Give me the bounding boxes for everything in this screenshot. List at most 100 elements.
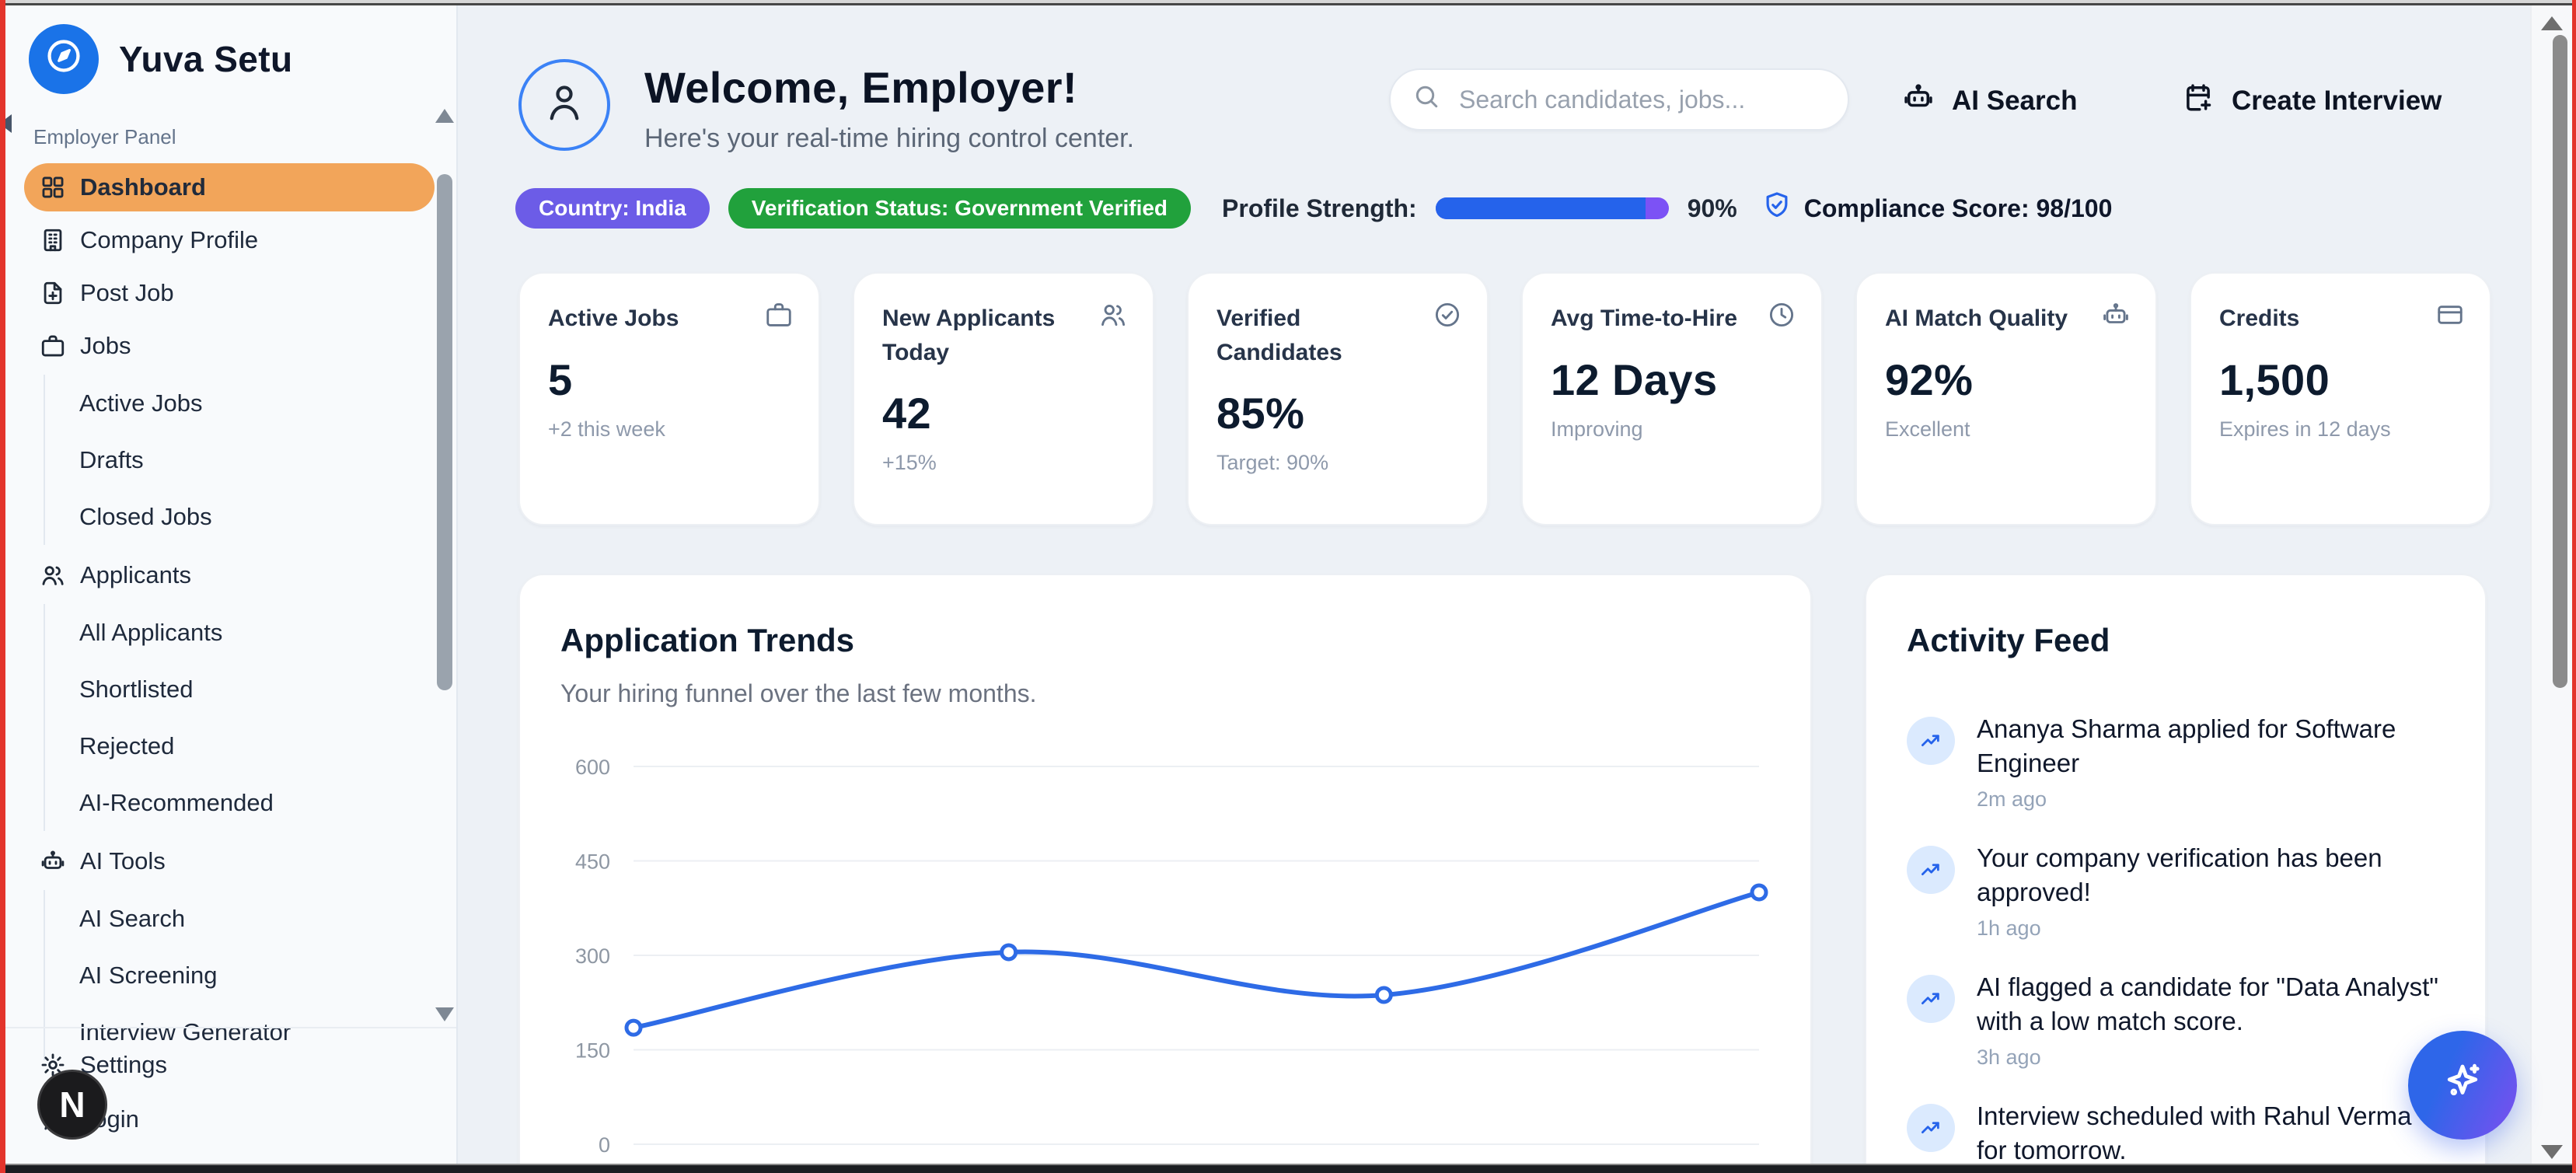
users-icon: [40, 562, 66, 588]
sidebar-item-drafts[interactable]: Drafts: [79, 445, 144, 473]
chart-ytick-label: 300: [575, 944, 610, 968]
stats-row: Active Jobs 5 +2 this week New Applicants T…: [518, 272, 2491, 525]
stat-title: Verified Candidates: [1216, 305, 1342, 365]
stat-value: 42: [882, 389, 932, 438]
stat-card-new-applicants-today: New Applicants Today 42 +15%: [853, 272, 1154, 525]
sidebar-item-shortlisted[interactable]: Shortlisted: [79, 675, 194, 703]
trends-chart-svg: 600 450 300 150 0: [575, 756, 1768, 1157]
brand: Yuva Setu: [5, 5, 456, 106]
sidebar-item-ai-screening[interactable]: AI Screening: [79, 961, 218, 989]
sidebar-item-all-applicants[interactable]: All Applicants: [79, 618, 223, 646]
page-scrollbar-down-arrow[interactable]: [2541, 1145, 2563, 1159]
sidebar-item-active-jobs[interactable]: Active Jobs: [79, 389, 203, 417]
stat-card-avg-time-to-hire: Avg Time-to-Hire 12 Days Improving: [1521, 272, 1823, 525]
stat-value: 92%: [1885, 354, 1974, 404]
chart-ytick-label: 600: [575, 756, 610, 779]
page-title: Welcome, Employer!: [644, 63, 1078, 112]
check-circle-icon: [1433, 300, 1462, 330]
sidebar-item-closed-jobs[interactable]: Closed Jobs: [79, 502, 212, 530]
sidebar-item-interview-generator[interactable]: Interview Generator: [79, 1018, 291, 1046]
sidebar-subgroup-ai-tools: AI Search AI Screening Interview Generator: [44, 890, 435, 1060]
sidebar: Yuva Setu Employer Panel Dashboard Compan…: [0, 5, 458, 1165]
stat-value: 1,500: [2219, 354, 2330, 404]
sidebar-subgroup-jobs: Active Jobs Drafts Closed Jobs: [44, 375, 435, 545]
feed-item-text: Interview scheduled with Rahul Verma for…: [1977, 1101, 2412, 1164]
sidebar-item-settings[interactable]: Settings: [24, 1041, 438, 1089]
sidebar-item-label: Settings: [80, 1051, 168, 1078]
application-trends-panel: Application Trends Your hiring funnel ov…: [518, 574, 1812, 1165]
chart-line: [631, 890, 1761, 1031]
sidebar-nav: Employer Panel Dashboard Company Profile P…: [0, 106, 456, 1060]
create-interview-button[interactable]: Create Interview: [2182, 81, 2442, 120]
sidebar-item-rejected[interactable]: Rejected: [79, 731, 175, 759]
country-badge: Country: India: [515, 188, 710, 229]
sidebar-item-label: Company Profile: [80, 226, 259, 253]
stat-card-active-jobs: Active Jobs 5 +2 this week: [518, 272, 820, 525]
page-scrollbar-up-arrow[interactable]: [2541, 16, 2563, 30]
building-icon: [40, 227, 66, 253]
layout-grid-icon: [40, 174, 66, 201]
sidebar-item-company-profile[interactable]: Company Profile: [24, 216, 435, 264]
search-input[interactable]: [1456, 83, 1826, 116]
stat-title: AI Match Quality: [1885, 305, 2068, 331]
feed-item: AI flagged a candidate for "Data Analyst…: [1907, 970, 2457, 1070]
sidebar-item-applicants[interactable]: Applicants: [24, 551, 435, 599]
stat-title: Credits: [2219, 305, 2300, 331]
sidebar-item-label: Post Job: [80, 279, 174, 306]
profile-strength-fill: [1435, 197, 1646, 219]
feed-item-text: Your company verification has been appro…: [1977, 843, 2382, 906]
sidebar-item-ai-search[interactable]: AI Search: [79, 904, 186, 932]
chart-point: [1374, 986, 1393, 1004]
window-edge-left: [0, 0, 5, 1173]
page-scrollbar-thumb[interactable]: [2553, 35, 2567, 688]
compliance-score: Compliance Score: 98/100: [1762, 190, 2113, 226]
clock-icon: [1767, 300, 1796, 330]
trends-subtitle: Your hiring funnel over the last few mon…: [560, 679, 1037, 707]
sidebar-item-post-job[interactable]: Post Job: [24, 269, 435, 317]
sidebar-item-jobs[interactable]: Jobs: [24, 322, 435, 370]
verification-badge: Verification Status: Government Verified: [728, 188, 1192, 229]
page-scrollbar[interactable]: [2530, 5, 2572, 1165]
profile-strength-value: 90%: [1687, 194, 1737, 222]
sidebar-item-ai-tools[interactable]: AI Tools: [24, 837, 435, 885]
stat-sublabel: Expires in 12 days: [2219, 417, 2391, 441]
chart-point: [624, 1018, 643, 1037]
trending-up-icon: [1907, 846, 1955, 895]
stat-card-credits: Credits 1,500 Expires in 12 days: [2190, 272, 2491, 525]
stat-value: 12 Days: [1551, 354, 1718, 404]
trends-title: Application Trends: [560, 622, 855, 658]
stat-card-ai-match-quality: AI Match Quality 92% Excellent: [1855, 272, 2157, 525]
sidebar-scrollbar-thumb[interactable]: [437, 174, 452, 690]
ai-assistant-fab[interactable]: [2408, 1031, 2517, 1140]
ai-search-button[interactable]: AI Search: [1902, 81, 2077, 120]
chart-ytick-label: 150: [575, 1039, 610, 1063]
stat-sublabel: Target: 90%: [1216, 451, 1329, 474]
window-edge-top: [0, 0, 2576, 3]
bot-icon: [2101, 300, 2131, 330]
users-icon: [1098, 300, 1128, 330]
dev-tools-badge[interactable]: N: [37, 1070, 107, 1140]
stat-card-verified-candidates: Verified Candidates 85% Target: 90%: [1187, 272, 1489, 525]
sidebar-item-dashboard[interactable]: Dashboard: [24, 163, 435, 211]
search-box[interactable]: [1389, 68, 1849, 131]
file-plus-icon: [40, 280, 66, 306]
feed-item-text: Ananya Sharma applied for Software Engin…: [1977, 714, 2396, 777]
sidebar-scrollbar-down-arrow[interactable]: [435, 1007, 454, 1021]
briefcase-icon: [764, 300, 794, 330]
sidebar-item-ai-recommended[interactable]: AI-Recommended: [79, 788, 274, 816]
activity-feed-title: Activity Feed: [1907, 622, 2110, 658]
feed-item: Your company verification has been appro…: [1907, 841, 2457, 941]
chart-point: [1000, 943, 1018, 962]
sidebar-item-label: AI Tools: [80, 847, 166, 875]
sidebar-scrollbar-up-arrow[interactable]: [435, 109, 454, 123]
sidebar-item-label: Dashboard: [80, 173, 206, 201]
avatar: [518, 59, 610, 151]
stat-title: Active Jobs: [548, 305, 679, 331]
stat-value: 85%: [1216, 389, 1305, 438]
application-trends-chart: 600 450 300 150 0: [520, 575, 1810, 1165]
compliance-label: Compliance Score: 98/100: [1803, 194, 2113, 222]
chart-ytick-label: 0: [599, 1133, 610, 1157]
stat-sublabel: Improving: [1551, 417, 1643, 441]
trending-up-icon: [1907, 975, 1955, 1024]
window-edge-bottom: [0, 1164, 2576, 1173]
